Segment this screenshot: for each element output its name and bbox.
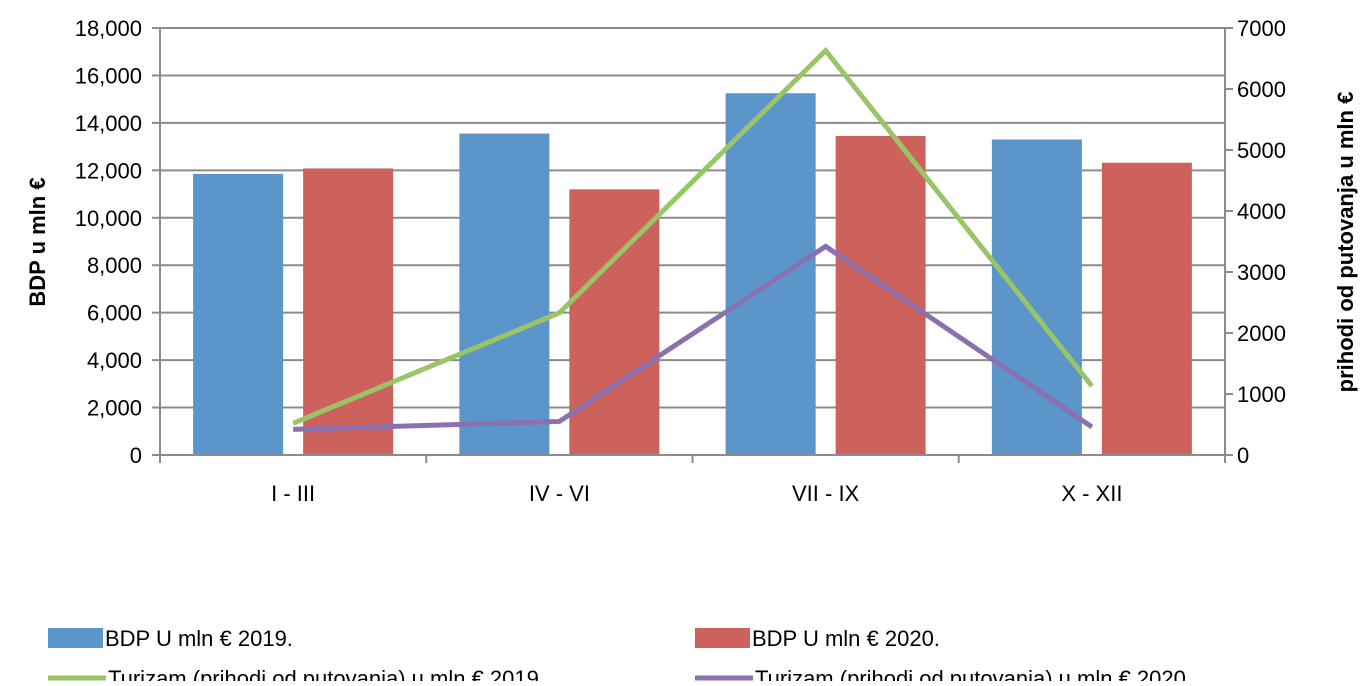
legend: BDP U mln € 2019. BDP U mln € 2020. Turiza… xyxy=(48,626,1192,681)
x-tick-label: VII - IX xyxy=(792,481,860,506)
legend-swatch xyxy=(695,628,750,648)
legend-label: Turizam (prihodi od putovanja) u mln € 2… xyxy=(108,666,545,681)
x-tick-label: X - XII xyxy=(1061,481,1122,506)
legend-label: BDP U mln € 2019. xyxy=(105,626,293,651)
series-line xyxy=(293,246,1092,429)
y2-tick-label: 3000 xyxy=(1237,260,1286,285)
y-tick-label: 2,000 xyxy=(87,396,142,421)
y-tick-label: 10,000 xyxy=(75,206,142,231)
bar xyxy=(1102,163,1192,455)
y-tick-label: 8,000 xyxy=(87,253,142,278)
series-line xyxy=(293,51,1092,424)
bar xyxy=(193,174,283,455)
y2-tick-label: 4000 xyxy=(1237,199,1286,224)
y-tick-label: 4,000 xyxy=(87,348,142,373)
y-tick-label: 14,000 xyxy=(75,111,142,136)
y-tick-label: 6,000 xyxy=(87,301,142,326)
legend-swatch xyxy=(48,628,103,648)
bar xyxy=(992,139,1082,455)
legend-label: BDP U mln € 2020. xyxy=(752,626,940,651)
bar xyxy=(836,136,926,455)
y-axis-title: BDP u mln € xyxy=(25,177,50,306)
x-tick-label: I - III xyxy=(271,481,315,506)
bar xyxy=(459,134,549,455)
y2-axis-title: prihodi od putovanja u mln € xyxy=(1333,92,1358,393)
y2-tick-label: 1000 xyxy=(1237,382,1286,407)
lines xyxy=(293,50,1092,429)
y2-tick-label: 5000 xyxy=(1237,138,1286,163)
y2-tick-label: 0 xyxy=(1237,443,1249,468)
y2-tick-label: 7000 xyxy=(1237,16,1286,41)
y-tick-label: 18,000 xyxy=(75,16,142,41)
legend-label: Turizam (prihodi od putovanja) u mln € 2… xyxy=(755,666,1192,681)
y2-tick-label: 2000 xyxy=(1237,321,1286,346)
x-tick-label: IV - VI xyxy=(529,481,590,506)
y2-tick-label: 6000 xyxy=(1237,77,1286,102)
bar xyxy=(726,93,816,455)
y-tick-label: 12,000 xyxy=(75,158,142,183)
y-tick-label: 0 xyxy=(130,443,142,468)
y-tick-label: 16,000 xyxy=(75,63,142,88)
